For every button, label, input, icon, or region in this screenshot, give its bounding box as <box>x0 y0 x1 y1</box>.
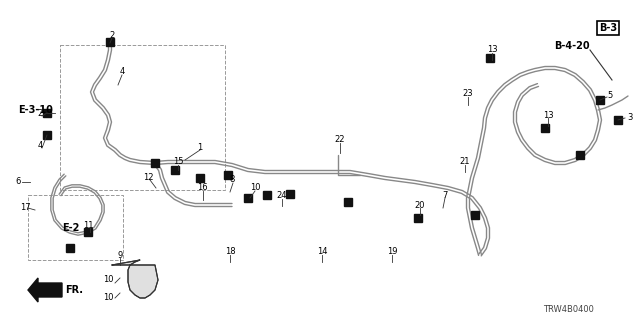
Text: 1: 1 <box>197 142 203 151</box>
Bar <box>151 159 159 167</box>
Bar <box>43 131 51 139</box>
Polygon shape <box>112 260 158 298</box>
Bar <box>84 228 92 236</box>
Text: 22: 22 <box>335 135 345 145</box>
Text: 8: 8 <box>229 175 235 185</box>
Text: B-4-20: B-4-20 <box>554 41 590 51</box>
Text: 4: 4 <box>37 140 43 149</box>
Bar <box>43 109 51 117</box>
Text: E-2: E-2 <box>62 223 79 233</box>
Bar <box>263 191 271 199</box>
Text: FR.: FR. <box>65 285 83 295</box>
Text: 11: 11 <box>83 220 93 229</box>
Text: 2: 2 <box>109 30 115 39</box>
Text: 19: 19 <box>387 247 397 257</box>
Text: 6: 6 <box>15 178 20 187</box>
Text: TRW4B0400: TRW4B0400 <box>543 306 593 315</box>
Text: 4: 4 <box>120 68 125 76</box>
Text: 10: 10 <box>103 293 113 302</box>
Bar <box>471 211 479 219</box>
Text: 23: 23 <box>463 90 474 99</box>
Bar <box>196 174 204 182</box>
Text: 24: 24 <box>276 191 287 201</box>
Text: 5: 5 <box>607 91 612 100</box>
Bar <box>614 116 622 124</box>
Text: 2: 2 <box>37 108 43 117</box>
Bar <box>286 190 294 198</box>
Text: 21: 21 <box>460 157 470 166</box>
Text: 16: 16 <box>196 183 207 193</box>
Text: 7: 7 <box>442 190 448 199</box>
Text: 13: 13 <box>543 110 554 119</box>
Bar <box>486 54 494 62</box>
Bar <box>60 45 225 190</box>
Bar <box>224 171 232 179</box>
Text: 15: 15 <box>173 157 183 166</box>
Text: 10: 10 <box>103 276 113 284</box>
Text: 3: 3 <box>627 114 633 123</box>
Text: B-3: B-3 <box>599 23 617 33</box>
Bar <box>596 96 604 104</box>
Text: 13: 13 <box>486 45 497 54</box>
Bar <box>66 244 74 252</box>
Text: 20: 20 <box>415 201 425 210</box>
Bar <box>576 151 584 159</box>
Bar <box>414 214 422 222</box>
Bar <box>106 38 114 46</box>
Bar <box>541 124 549 132</box>
Text: 9: 9 <box>117 251 123 260</box>
Text: 14: 14 <box>317 247 327 257</box>
Text: 18: 18 <box>225 247 236 257</box>
Text: E-3-10: E-3-10 <box>18 105 53 115</box>
Text: 12: 12 <box>143 173 153 182</box>
Text: 17: 17 <box>20 204 30 212</box>
Bar <box>244 194 252 202</box>
Text: 10: 10 <box>250 183 260 193</box>
Polygon shape <box>28 278 62 302</box>
Bar <box>28 195 123 260</box>
Bar <box>171 166 179 174</box>
Bar <box>344 198 352 206</box>
